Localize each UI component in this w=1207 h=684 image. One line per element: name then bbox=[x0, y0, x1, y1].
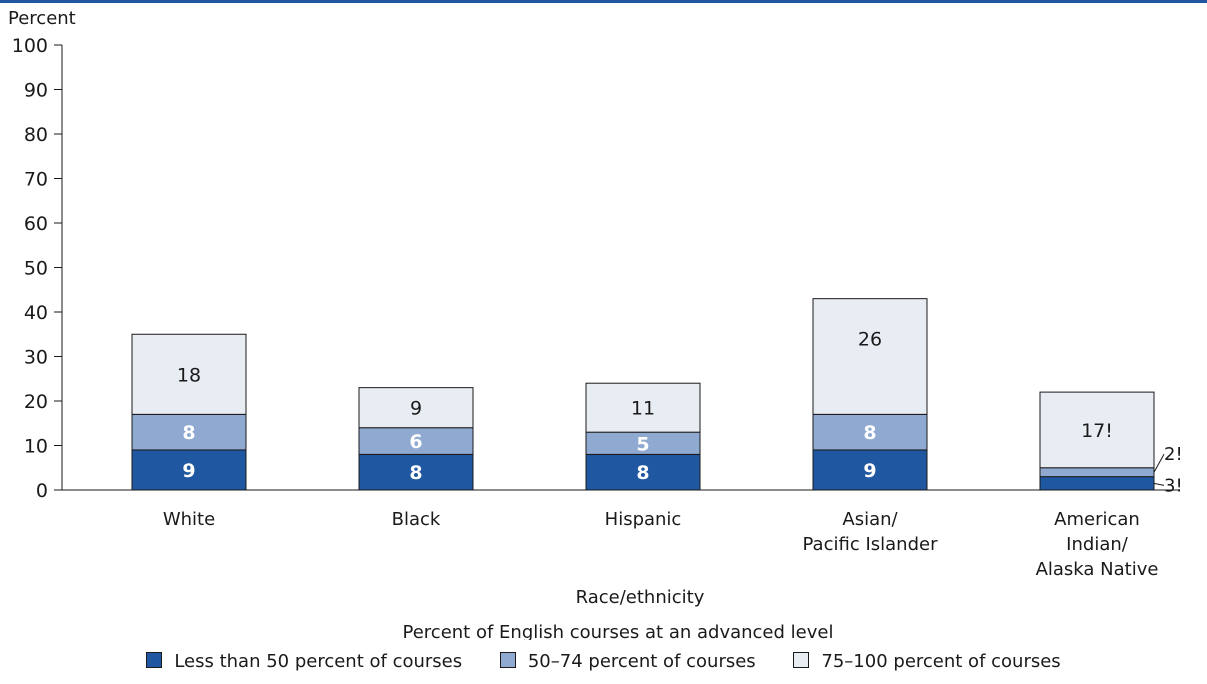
data-label-0-3: 9 bbox=[863, 460, 876, 482]
legend-item-75-100: 75–100 percent of courses bbox=[793, 650, 1061, 672]
category-label-4-0: American bbox=[1054, 509, 1140, 530]
legend-label-50-74: 50–74 percent of courses bbox=[527, 650, 756, 672]
data-label-1-0: 8 bbox=[182, 422, 195, 444]
category-label-4-2: Alaska Native bbox=[1036, 559, 1159, 580]
category-label-3-0: Asian/ bbox=[842, 509, 898, 530]
legend-label-75-100: 75–100 percent of courses bbox=[821, 650, 1061, 672]
bar-segment-2-4 bbox=[1039, 391, 1155, 469]
data-label-1-3: 8 bbox=[863, 422, 876, 444]
legend-item-less-than-50: Less than 50 percent of courses bbox=[146, 651, 462, 672]
y-tick-label-90: 90 bbox=[24, 80, 48, 102]
data-label-2-2: 11 bbox=[631, 398, 655, 420]
y-tick-label-100: 100 bbox=[12, 35, 48, 57]
category-label-3-1: Pacific Islander bbox=[803, 534, 939, 555]
data-label-leader-1-4 bbox=[1153, 453, 1165, 473]
legend: Less than 50 percent of courses 50–74 pe… bbox=[0, 650, 1207, 672]
bar-segment-2-3 bbox=[812, 298, 928, 415]
data-label-2-3: 26 bbox=[858, 329, 882, 351]
data-label-1-1: 6 bbox=[409, 431, 422, 453]
bar-segment-0-3 bbox=[812, 449, 928, 491]
bar-segment-1-4 bbox=[1039, 467, 1155, 478]
y-tick-label-50: 50 bbox=[24, 258, 48, 280]
category-label-1-0: Black bbox=[392, 509, 441, 530]
data-label-leader-0-4 bbox=[1153, 482, 1165, 486]
y-tick-label-0: 0 bbox=[36, 480, 48, 502]
bar-segment-0-2 bbox=[585, 453, 701, 491]
y-tick-label-70: 70 bbox=[24, 169, 48, 191]
data-label-1-4: 2! bbox=[1164, 444, 1183, 465]
y-axis-title: Percent bbox=[8, 8, 76, 29]
data-label-0-0: 9 bbox=[182, 460, 195, 482]
y-tick-label-10: 10 bbox=[24, 436, 48, 458]
bar-segment-1-0 bbox=[131, 413, 247, 451]
data-label-1-2: 5 bbox=[636, 433, 649, 455]
data-label-2-0: 18 bbox=[177, 364, 201, 386]
x-axis-title: Race/ethnicity bbox=[576, 587, 705, 608]
legend-title: Percent of English courses at an advance… bbox=[403, 622, 834, 640]
bar-segment-0-1 bbox=[358, 453, 474, 491]
legend-swatch-75-100 bbox=[793, 651, 810, 668]
bar-segment-2-0 bbox=[131, 333, 247, 415]
data-label-2-1: 9 bbox=[410, 398, 422, 420]
data-label-0-4: 3! bbox=[1164, 475, 1183, 496]
legend-swatch-less-than-50 bbox=[146, 651, 163, 668]
data-label-0-2: 8 bbox=[636, 462, 649, 484]
bar-segment-2-1 bbox=[358, 387, 474, 429]
stacked-bar-chart: Percent 0 10 20 30 40 50 60 70 80 90 100 9 8 18 White 8 6… bbox=[8, 8, 1183, 640]
bar-segment-0-4 bbox=[1039, 476, 1155, 491]
data-label-0-1: 8 bbox=[409, 462, 422, 484]
y-tick-label-60: 60 bbox=[24, 213, 48, 235]
category-label-4-1: Indian/ bbox=[1066, 534, 1129, 555]
y-tick-label-20: 20 bbox=[24, 391, 48, 413]
y-tick-label-40: 40 bbox=[24, 302, 48, 324]
bar-segment-2-2 bbox=[585, 382, 701, 433]
legend-swatch-50-74 bbox=[499, 651, 516, 668]
legend-label-less-than-50: Less than 50 percent of courses bbox=[174, 650, 463, 672]
data-label-2-4: 17! bbox=[1081, 420, 1113, 442]
y-tick-label-80: 80 bbox=[24, 124, 48, 146]
top-rule bbox=[0, 0, 1207, 3]
bar-segment-1-3 bbox=[812, 413, 928, 451]
legend-item-50-74: 50–74 percent of courses bbox=[499, 650, 756, 672]
category-label-0-0: White bbox=[163, 509, 215, 530]
y-tick-label-30: 30 bbox=[24, 347, 48, 369]
category-label-2-0: Hispanic bbox=[605, 509, 682, 530]
